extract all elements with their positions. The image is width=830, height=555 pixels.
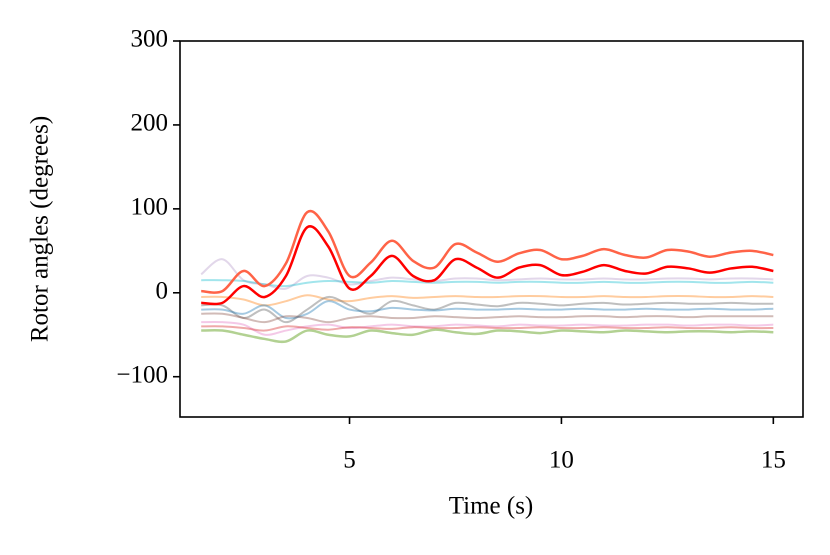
data-line	[201, 328, 774, 344]
data-line	[201, 225, 774, 306]
y-tick-label: 0	[156, 278, 169, 305]
x-axis-label: Time (s)	[449, 493, 534, 520]
data-line	[201, 294, 774, 307]
y-tick-label: 300	[131, 26, 169, 53]
y-tick-label: 200	[131, 110, 169, 137]
plot-frame	[179, 40, 804, 418]
data-line	[201, 312, 774, 324]
data-line	[201, 320, 774, 336]
data-line	[201, 279, 774, 288]
y-axis-label: Rotor angles (degrees)	[27, 116, 54, 342]
data-line	[201, 325, 774, 332]
y-tick-label: 100	[131, 194, 169, 221]
data-line	[201, 300, 774, 320]
x-tick-label: 10	[549, 447, 574, 474]
data-line	[200, 258, 774, 290]
data-line	[201, 295, 774, 324]
data-line	[201, 209, 774, 294]
x-tick-label: 15	[761, 447, 786, 474]
y-tick-label: −100	[116, 361, 168, 388]
x-tick-label: 5	[343, 447, 356, 474]
